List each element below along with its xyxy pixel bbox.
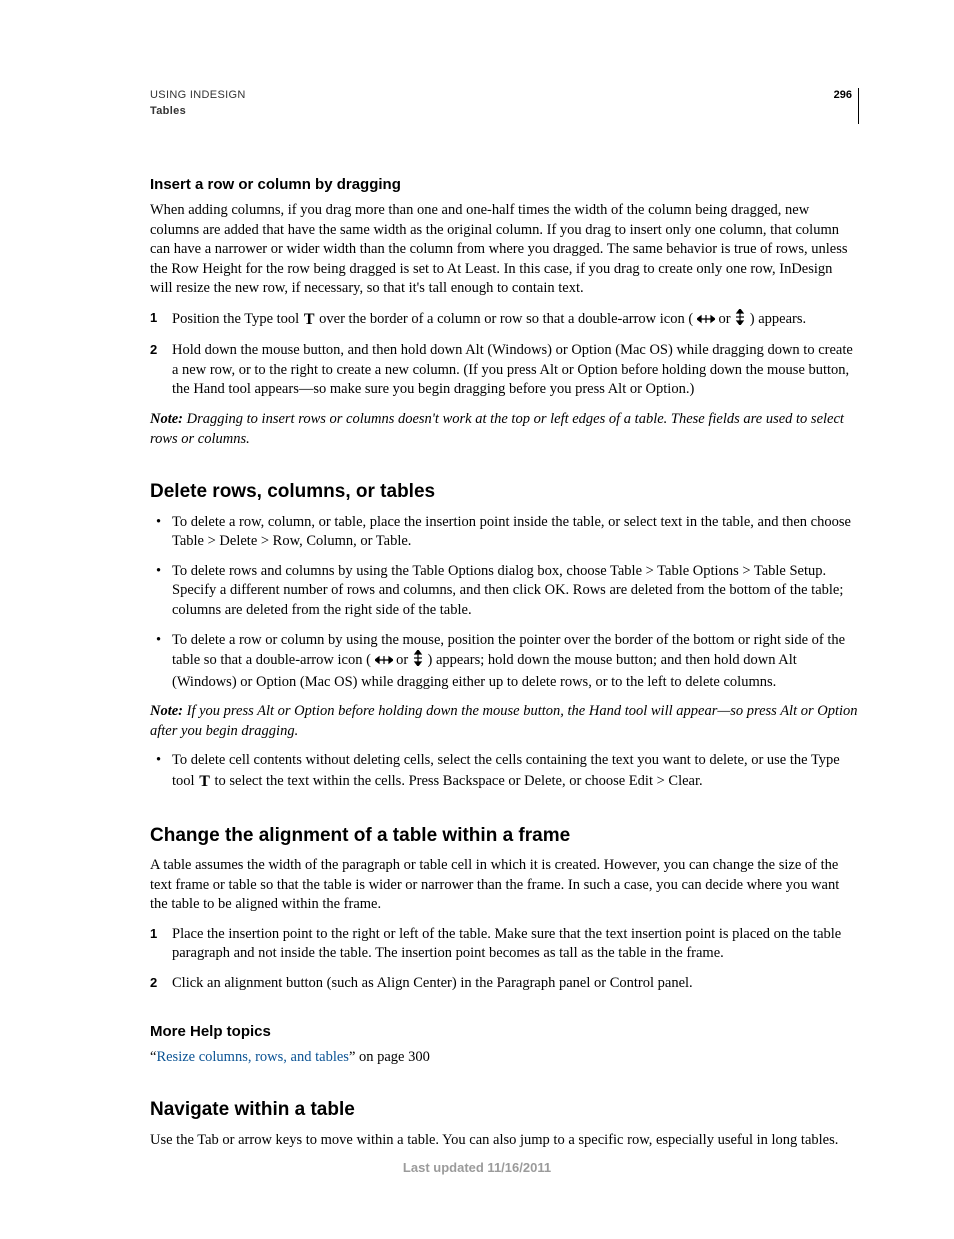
vertical-double-arrow-icon [734, 309, 746, 332]
list-item: To delete a row, column, or table, place… [150, 513, 858, 552]
note-label: Note: [150, 411, 187, 427]
list-item-text: or [393, 652, 412, 668]
page-footer: Last updated 11/16/2011 [0, 1159, 954, 1177]
running-title: USING INDESIGN [150, 88, 858, 103]
horizontal-double-arrow-icon [697, 312, 715, 332]
step-text: Hold down the mouse button, and then hol… [172, 342, 853, 397]
last-updated: Last updated 11/16/2011 [403, 1160, 551, 1175]
vertical-double-arrow-icon [412, 650, 424, 673]
list-item-text: To delete rows and columns by using the … [172, 563, 843, 618]
body-paragraph: When adding columns, if you drag more th… [150, 201, 858, 299]
step-text: Place the insertion point to the right o… [172, 926, 841, 962]
note-text: If you press Alt or Option before holdin… [150, 703, 858, 739]
heading-delete: Delete rows, columns, or tables [150, 479, 858, 505]
list-item: To delete rows and columns by using the … [150, 562, 858, 621]
section-name: Tables [150, 104, 858, 119]
steps-list: Place the insertion point to the right o… [150, 925, 858, 994]
step-item: Place the insertion point to the right o… [150, 925, 858, 964]
note-paragraph: Note: Dragging to insert rows or columns… [150, 410, 858, 449]
step-item: Position the Type tool T over the border… [150, 309, 858, 332]
list-item-text: to select the text within the cells. Pre… [211, 773, 703, 789]
step-text: Click an alignment button (such as Align… [172, 975, 693, 991]
step-text: over the border of a column or row so th… [316, 311, 697, 327]
list-item: To delete cell contents without deleting… [150, 751, 858, 792]
body-paragraph: A table assumes the width of the paragra… [150, 856, 858, 915]
note-text: Dragging to insert rows or columns doesn… [150, 411, 844, 447]
running-head: USING INDESIGN Tables [150, 88, 858, 119]
bullet-list: To delete a row, column, or table, place… [150, 513, 858, 693]
body-paragraph: Use the Tab or arrow keys to move within… [150, 1131, 858, 1151]
header-rule [858, 88, 859, 124]
page-number: 296 [834, 88, 858, 103]
heading-alignment: Change the alignment of a table within a… [150, 823, 858, 849]
bullet-list: To delete cell contents without deleting… [150, 751, 858, 792]
step-text: Position the Type tool [172, 311, 303, 327]
type-tool-icon: T [303, 309, 316, 331]
more-help-heading: More Help topics [150, 1022, 858, 1042]
note-label: Note: [150, 703, 187, 719]
more-help-block: More Help topics “Resize columns, rows, … [150, 1022, 858, 1068]
note-paragraph: Note: If you press Alt or Option before … [150, 702, 858, 741]
xref-link[interactable]: Resize columns, rows, and tables [156, 1049, 349, 1065]
type-tool-icon: T [198, 771, 211, 793]
steps-list: Position the Type tool T over the border… [150, 309, 858, 400]
page-header: USING INDESIGN Tables 296 [150, 88, 858, 119]
step-item: Click an alignment button (such as Align… [150, 974, 858, 994]
more-help-line: “Resize columns, rows, and tables” on pa… [150, 1048, 858, 1068]
step-text: ) appears. [746, 311, 806, 327]
horizontal-double-arrow-icon [375, 653, 393, 673]
heading-navigate: Navigate within a table [150, 1097, 858, 1123]
step-item: Hold down the mouse button, and then hol… [150, 341, 858, 400]
list-item-text: To delete a row, column, or table, place… [172, 514, 851, 550]
quote-close: ” on page 300 [349, 1049, 430, 1065]
subheading-insert-drag: Insert a row or column by dragging [150, 175, 858, 195]
step-text: or [715, 311, 734, 327]
list-item: To delete a row or column by using the m… [150, 631, 858, 693]
